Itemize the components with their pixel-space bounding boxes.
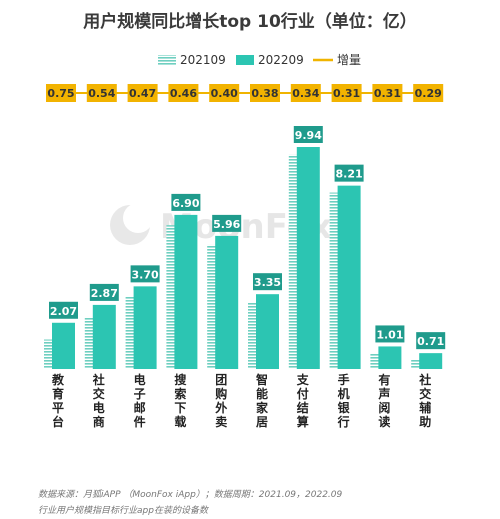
bar-202209-1	[92, 304, 116, 369]
definition-note: 行业用户规模指目标行业app在装的设备数	[38, 506, 208, 516]
increment-marker-2	[127, 84, 158, 102]
increment-label-1: 0.54	[88, 87, 115, 100]
legend-item-increment: 增量	[313, 53, 361, 67]
category-label-6: 支付结算	[296, 372, 310, 429]
chart-title: 用户规模同比增长top 10行业（单位：亿）	[83, 11, 417, 32]
value-label-4: 5.96	[213, 218, 240, 231]
bar-202209-7	[337, 185, 361, 369]
category-label-5: 智能家居	[255, 372, 269, 429]
legend-swatch-202109	[158, 55, 176, 65]
increment-marker-4	[209, 84, 240, 102]
bar-202109-2	[125, 296, 137, 369]
bar-202109-3	[166, 225, 178, 369]
legend-label-increment: 增量	[337, 53, 361, 67]
increment-label-9: 0.29	[415, 87, 442, 100]
category-label-2: 电子邮件	[134, 372, 146, 429]
category-labels: 教育平台 社交电商 电子邮件 搜索下载 团购外卖 智能家居 支付结算 手机银行 有声阅读 社交辅助	[51, 372, 431, 429]
value-label-1: 2.87	[91, 287, 118, 300]
increment-marker-3	[168, 84, 199, 102]
category-label-0: 教育平台	[51, 372, 65, 429]
increment-label-7: 0.31	[333, 87, 360, 100]
legend-swatch-202209	[236, 55, 254, 65]
bar-202109-8	[370, 353, 382, 369]
legend: 202109 202209 增量	[158, 53, 361, 67]
bars-202209	[52, 147, 443, 369]
increment-marker-6	[290, 84, 321, 102]
bar-202209-8	[378, 346, 402, 369]
bars-202109	[44, 154, 423, 369]
category-label-4: 团购外卖	[215, 373, 227, 429]
bar-202109-7	[329, 192, 341, 369]
category-label-8: 有声阅读	[377, 372, 390, 429]
legend-label-202109: 202109	[180, 53, 226, 67]
bar-202109-9	[411, 359, 423, 369]
increment-marker-0	[46, 84, 76, 102]
increment-label-8: 0.31	[374, 87, 401, 100]
value-label-box-5	[253, 273, 282, 291]
category-label-7: 手机银行	[337, 372, 351, 429]
increment-marker-8	[372, 84, 403, 102]
increment-label-3: 0.46	[170, 87, 197, 100]
value-label-box-2	[130, 265, 160, 283]
bar-202109-6	[288, 154, 300, 369]
value-label-7: 8.21	[336, 168, 363, 181]
bar-202209-9	[419, 353, 443, 369]
increment-line: 0.75 0.54 0.47 0.46 0.40 0.38 0.34 0.31 0.31 0.29	[46, 84, 444, 102]
bar-202109-0	[44, 339, 55, 369]
value-label-9: 0.71	[417, 335, 444, 348]
legend-item-202209: 202209	[236, 53, 304, 67]
increment-label-5: 0.38	[251, 87, 278, 100]
increment-marker-1	[86, 84, 117, 102]
increment-label-6: 0.34	[292, 87, 319, 100]
bar-202209-4	[215, 235, 239, 369]
category-label-1: 社交电商	[92, 372, 105, 429]
bar-202209-2	[133, 286, 157, 369]
value-label-box-8	[375, 325, 405, 343]
category-label-9: 社交辅助	[418, 372, 431, 429]
bar-202209-5	[256, 294, 279, 369]
legend-item-202109: 202109	[158, 53, 226, 67]
bar-202209-0	[52, 322, 75, 369]
value-label-box-0	[49, 301, 78, 319]
value-label-box-1	[89, 283, 119, 301]
bar-202209-3	[174, 214, 198, 369]
value-label-box-6	[293, 126, 323, 143]
bar-202109-1	[84, 316, 96, 369]
value-label-3: 6.90	[172, 197, 199, 210]
increment-label-4: 0.40	[211, 87, 238, 100]
legend-label-202209: 202209	[258, 53, 304, 67]
value-label-0: 2.07	[50, 305, 77, 318]
value-label-box-3	[171, 193, 201, 211]
value-label-box-9	[416, 332, 446, 350]
value-label-8: 1.01	[376, 328, 403, 341]
value-label-box-4	[212, 214, 242, 232]
increment-marker-5	[250, 84, 280, 102]
bar-202109-4	[207, 244, 219, 369]
bar-202209-6	[296, 147, 320, 369]
value-label-6: 9.94	[295, 129, 322, 142]
increment-label-2: 0.47	[129, 87, 156, 100]
increment-marker-7	[331, 84, 362, 102]
bar-202109-5	[248, 302, 259, 369]
source-note: 数据来源：月狐iAPP （MoonFox iApp）；数据周期：2021.09，…	[38, 490, 343, 500]
value-labels: 2.07 2.87 3.70 6.90 5.96 3.35 9.94 8.21 1.01 0.71	[49, 126, 446, 350]
increment-marker-9	[413, 84, 444, 102]
increment-label-0: 0.75	[47, 87, 74, 100]
value-label-5: 3.35	[254, 276, 281, 289]
value-label-box-7	[334, 164, 364, 182]
value-label-2: 3.70	[132, 268, 159, 281]
category-label-3: 搜索下载	[174, 372, 187, 429]
